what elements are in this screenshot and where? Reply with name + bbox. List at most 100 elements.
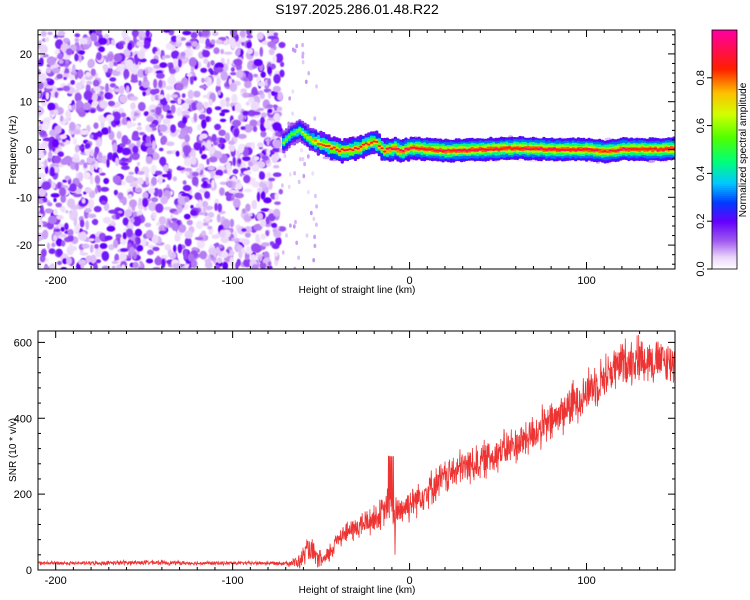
noise-blob bbox=[180, 130, 188, 135]
noise-blob bbox=[98, 46, 105, 53]
noise-blob bbox=[239, 173, 243, 177]
colorbar-cell bbox=[712, 57, 737, 61]
noise-blob bbox=[292, 224, 296, 229]
ridge-segment bbox=[298, 128, 302, 131]
noise-blob bbox=[113, 189, 118, 196]
noise-blob bbox=[38, 260, 42, 269]
colorbar-cell bbox=[712, 85, 737, 89]
ridge-segment bbox=[547, 147, 551, 150]
noise-blob bbox=[65, 48, 73, 56]
noise-blob bbox=[190, 32, 198, 39]
colorbar-cell bbox=[712, 183, 737, 186]
noise-blob bbox=[158, 174, 163, 185]
x-tick-label: -200 bbox=[45, 275, 67, 287]
ridge-segment bbox=[348, 148, 352, 151]
noise-blob bbox=[154, 51, 161, 56]
noise-blob bbox=[100, 200, 107, 205]
noise-blob bbox=[190, 210, 198, 216]
ridge-segment bbox=[345, 148, 350, 151]
ridge-segment bbox=[475, 149, 480, 152]
colorbar-cell bbox=[712, 123, 737, 127]
ridge-segment bbox=[635, 148, 639, 151]
noise-blob bbox=[99, 91, 104, 96]
colorbar-cell bbox=[712, 31, 737, 35]
colorbar-cell bbox=[712, 111, 737, 115]
noise-blob bbox=[77, 69, 84, 79]
noise-blob bbox=[215, 67, 224, 73]
ridge-segment bbox=[603, 150, 607, 152]
noise-blob bbox=[73, 217, 78, 227]
noise-blob bbox=[237, 226, 246, 235]
spectrogram-y-axis: -20 -10 0 10 20 bbox=[16, 34, 675, 265]
noise-blob bbox=[190, 156, 197, 165]
colorbar-label: Normalized spectral amplitude bbox=[738, 82, 749, 217]
colorbar-ticks: 0.0 0.2 0.4 0.6 0.8 bbox=[695, 70, 712, 277]
y-tick-label: 0 bbox=[26, 145, 32, 157]
noise-blob bbox=[232, 198, 241, 208]
ridge-segment bbox=[531, 148, 535, 151]
noise-blob bbox=[53, 234, 58, 242]
ridge-segment bbox=[664, 148, 668, 150]
noise-blob bbox=[228, 189, 238, 194]
noise-blob bbox=[202, 50, 211, 58]
noise-blob bbox=[252, 125, 258, 132]
noise-blob bbox=[64, 175, 71, 181]
noise-blob bbox=[214, 203, 218, 211]
noise-blob bbox=[244, 80, 252, 89]
noise-blob bbox=[219, 99, 226, 108]
noise-blob bbox=[273, 32, 279, 37]
noise-blob bbox=[45, 85, 54, 89]
ridge-segment bbox=[380, 147, 384, 150]
noise-blob bbox=[154, 88, 160, 94]
noise-blob bbox=[47, 31, 53, 36]
noise-blob bbox=[62, 37, 70, 44]
noise-blob bbox=[165, 85, 175, 91]
noise-blob bbox=[289, 223, 292, 228]
noise-blob bbox=[106, 225, 116, 232]
ridge-segment bbox=[574, 149, 578, 152]
colorbar-tick-label: 0.2 bbox=[695, 214, 707, 229]
noise-blob bbox=[89, 175, 94, 185]
ridge-segment bbox=[311, 138, 315, 141]
ridge-segment bbox=[438, 149, 443, 152]
colorbar-cell bbox=[712, 63, 737, 67]
noise-blob bbox=[172, 263, 182, 269]
noise-blob bbox=[181, 93, 186, 98]
colorbar-cell bbox=[712, 127, 737, 131]
noise-blob bbox=[227, 166, 232, 177]
noise-blob bbox=[158, 124, 168, 132]
colorbar-cell bbox=[712, 139, 737, 143]
ridge-segment bbox=[452, 149, 456, 152]
noise-blob bbox=[224, 132, 231, 142]
ridge-segment bbox=[284, 138, 289, 141]
ridge-segment bbox=[651, 147, 655, 150]
noise-blob bbox=[105, 83, 109, 93]
noise-blob bbox=[293, 266, 297, 269]
noise-blob bbox=[89, 244, 94, 254]
noise-blob bbox=[62, 85, 71, 92]
noise-blob bbox=[184, 134, 190, 143]
ridge-segment bbox=[608, 149, 612, 152]
colorbar-cell bbox=[712, 67, 737, 71]
noise-blob bbox=[272, 147, 282, 153]
noise-blob bbox=[306, 190, 310, 195]
colorbar-cell bbox=[712, 77, 737, 81]
noise-blob bbox=[301, 42, 304, 48]
ridge-segment bbox=[324, 145, 328, 147]
noise-blob bbox=[54, 231, 62, 236]
noise-blob bbox=[312, 258, 316, 263]
noise-blob bbox=[149, 123, 157, 128]
noise-blob bbox=[71, 209, 78, 218]
ridge-segment bbox=[404, 147, 408, 150]
noise-blob bbox=[257, 142, 264, 148]
noise-blob bbox=[268, 48, 275, 56]
noise-blob bbox=[124, 209, 133, 218]
noise-blob bbox=[266, 136, 270, 147]
noise-blob bbox=[161, 174, 170, 178]
noise-blob bbox=[71, 157, 80, 163]
colorbar-cell bbox=[712, 243, 737, 246]
ridge-segment bbox=[385, 147, 389, 150]
noise-blob bbox=[193, 76, 197, 81]
noise-blob bbox=[229, 256, 234, 267]
noise-blob bbox=[44, 208, 53, 214]
